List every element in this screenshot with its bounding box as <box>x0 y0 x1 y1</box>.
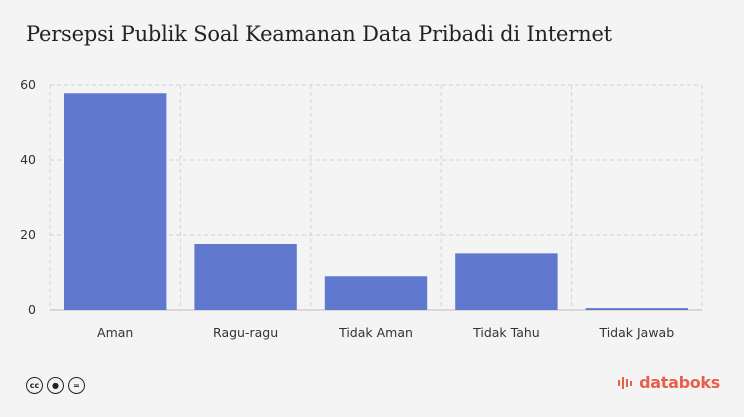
bar[interactable] <box>585 308 688 310</box>
brand-name: databoks <box>639 373 720 392</box>
databoks-logo-icon <box>618 376 633 389</box>
y-tick-label: 0 <box>28 302 36 317</box>
y-tick-label: 20 <box>20 227 36 242</box>
x-tick-label: Tidak Jawab <box>598 325 674 340</box>
x-tick-label: Aman <box>97 325 133 340</box>
x-tick-label: Tidak Aman <box>338 325 413 340</box>
bar[interactable] <box>324 276 428 310</box>
cc-icon: cc <box>26 377 43 394</box>
bar[interactable] <box>194 244 297 310</box>
by-icon: ● <box>47 377 64 394</box>
bar[interactable] <box>455 253 558 310</box>
x-tick-label: Ragu-ragu <box>213 325 278 340</box>
bar[interactable] <box>64 93 167 310</box>
x-tick-label: Tidak Tahu <box>472 325 540 340</box>
nd-icon: = <box>68 377 85 394</box>
y-tick-label: 40 <box>20 152 36 167</box>
chart-title: Persepsi Publik Soal Keamanan Data Priba… <box>26 22 612 46</box>
databoks-logo: databoks <box>617 373 720 392</box>
license-icons: cc ● = <box>26 377 85 394</box>
y-tick-label: 60 <box>20 77 36 92</box>
